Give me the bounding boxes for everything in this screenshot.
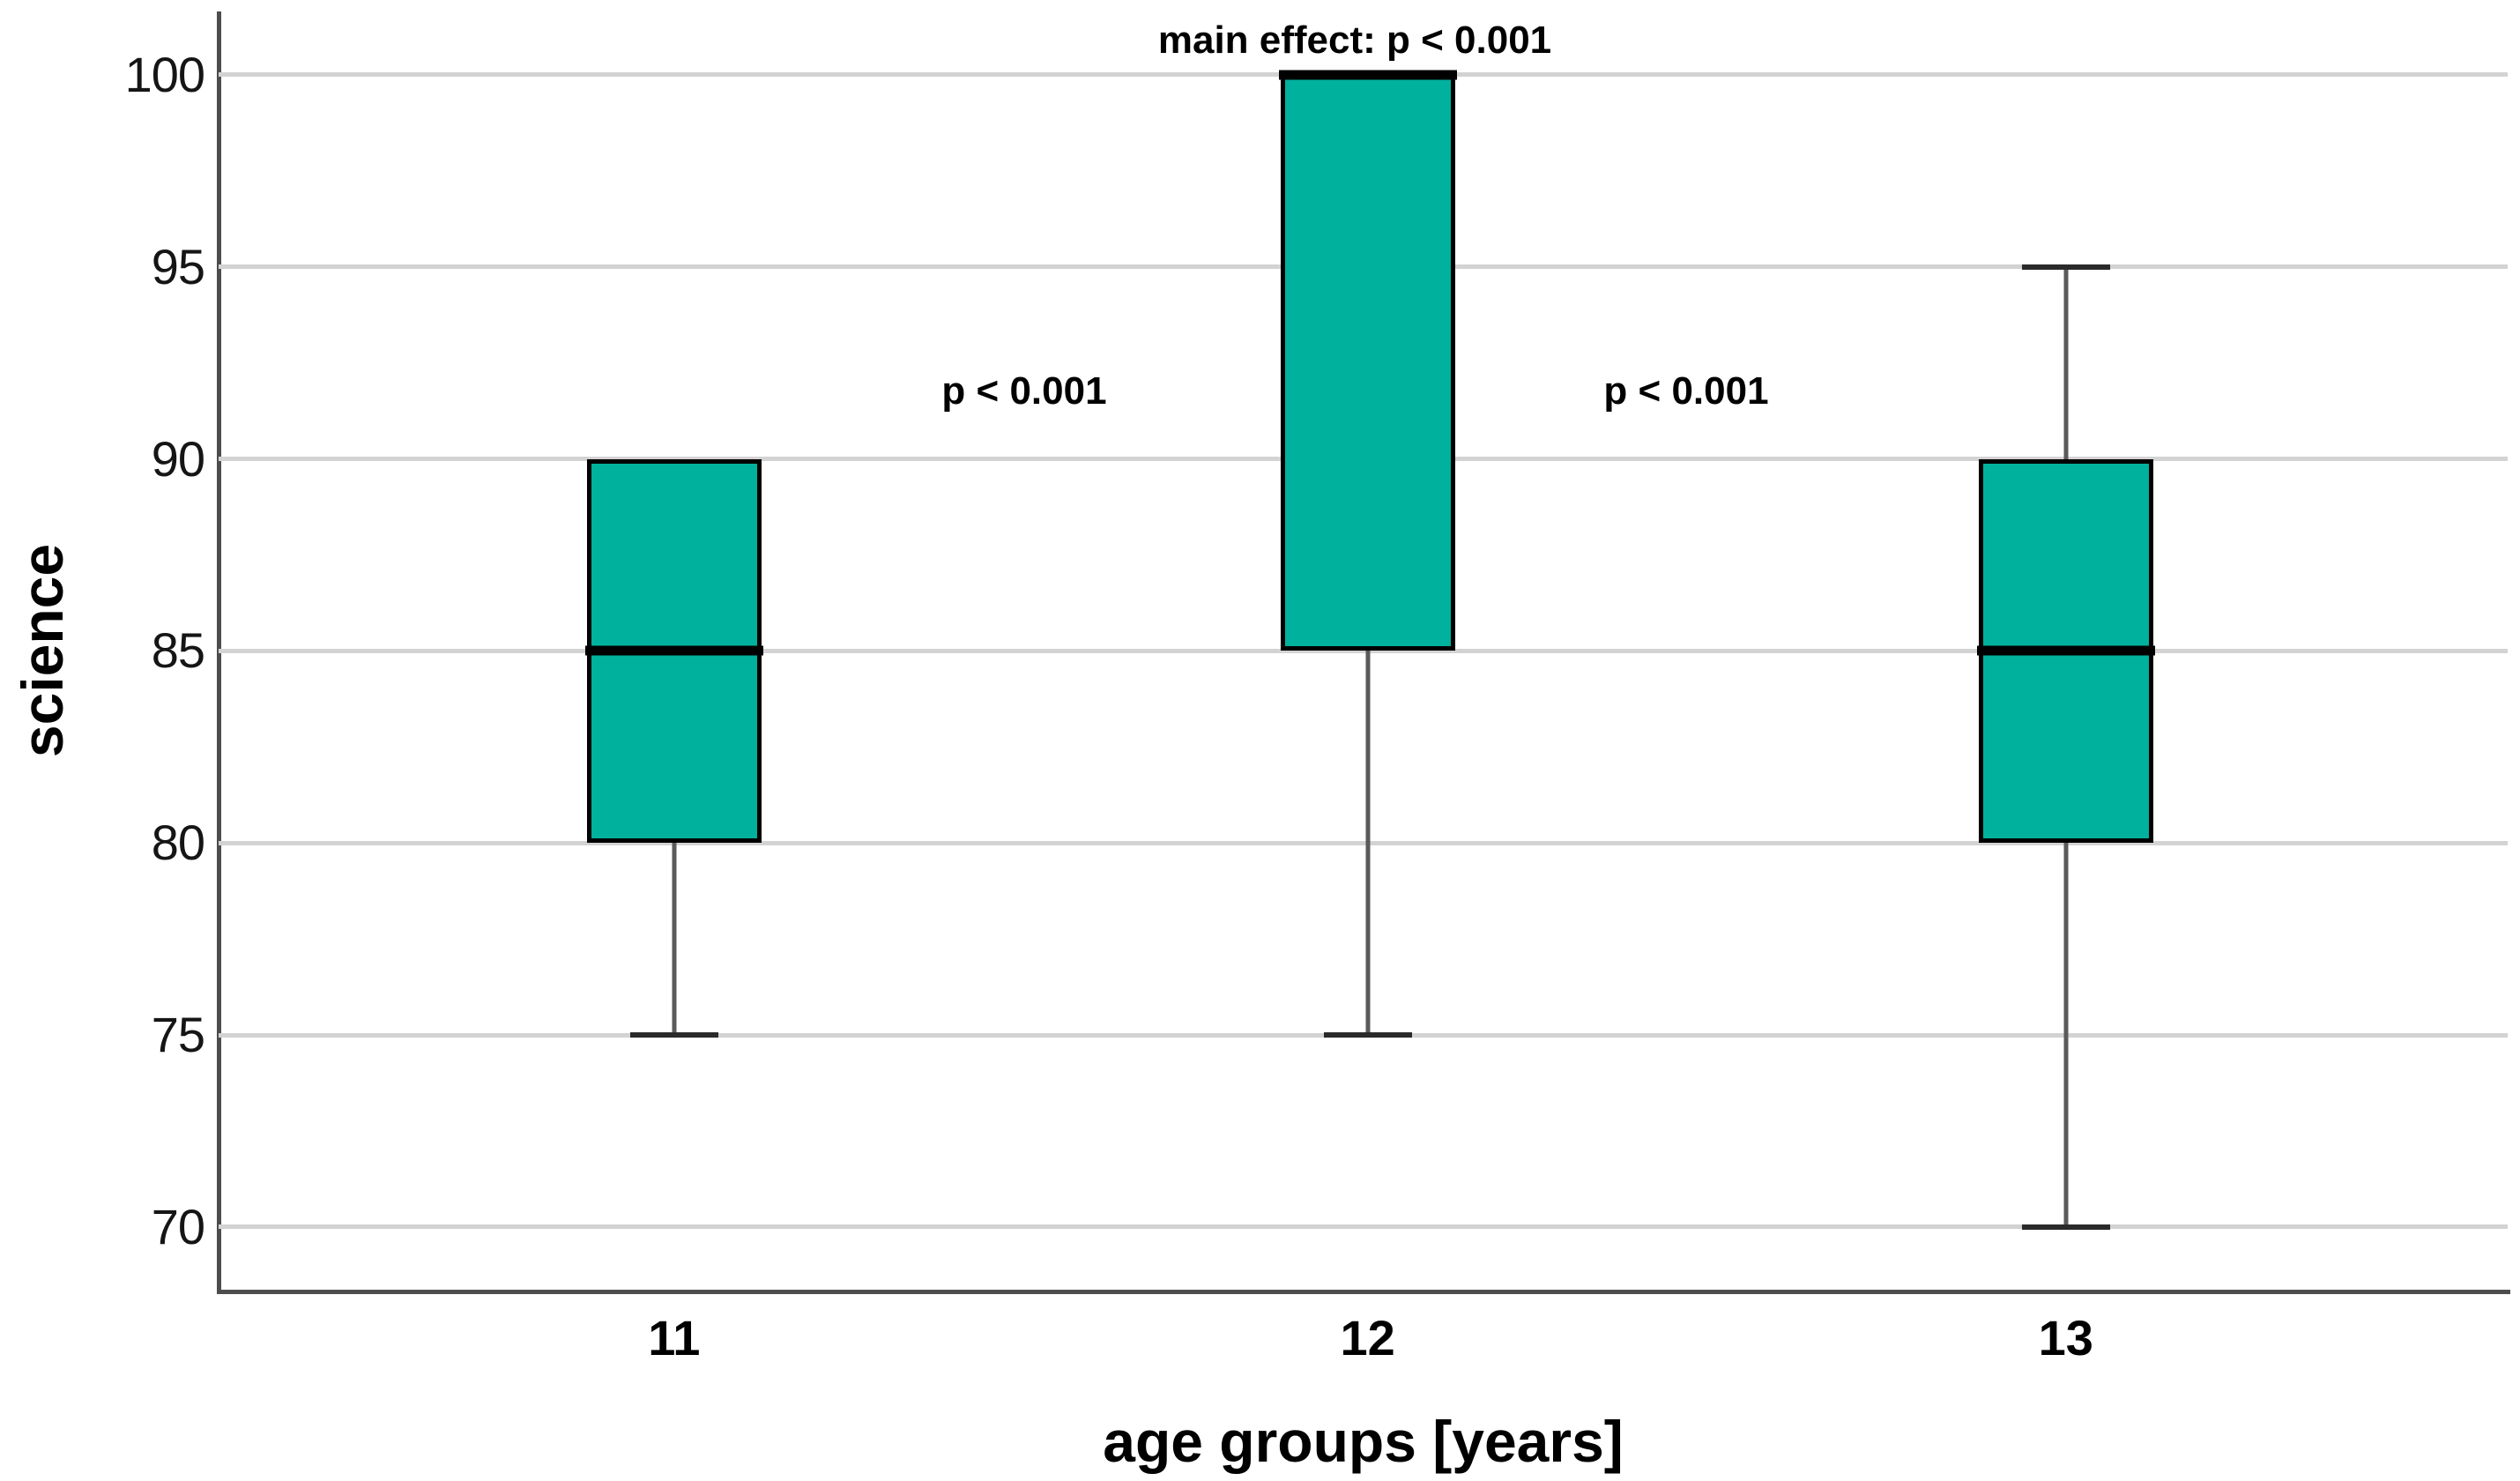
y-tick-label: 85 [151, 622, 205, 679]
x-tick-label: 11 [648, 1310, 701, 1366]
x-axis-line [217, 1290, 2510, 1294]
p-value-annotation: main effect: p < 0.001 [1157, 19, 1552, 62]
gridline [219, 840, 2508, 845]
x-axis-title: age groups [years] [1103, 1409, 1624, 1474]
gridline [219, 1224, 2508, 1230]
whisker-cap [2021, 264, 2110, 270]
whisker-cap [2021, 1224, 2110, 1230]
whisker-line [2063, 843, 2069, 1227]
y-tick-label: 75 [151, 1007, 205, 1062]
y-tick-label: 90 [151, 430, 205, 487]
y-tick-label: 70 [151, 1198, 205, 1254]
y-tick-label: 80 [151, 815, 205, 871]
y-tick-label: 100 [124, 46, 205, 102]
x-tick-label: 12 [1340, 1310, 1395, 1366]
whisker-line [2063, 266, 2069, 459]
p-value-annotation: p < 0.001 [1603, 369, 1769, 413]
whisker-line [672, 843, 677, 1035]
whisker-cap [1323, 1032, 1412, 1038]
median-line [1976, 645, 2155, 656]
gridline [219, 648, 2508, 653]
whisker-cap [629, 1032, 718, 1038]
whisker-line [1365, 651, 1371, 1035]
x-tick-label: 13 [2038, 1310, 2093, 1366]
median-line [584, 645, 763, 656]
y-tick-label: 95 [151, 238, 205, 294]
p-value-annotation: p < 0.001 [941, 369, 1107, 413]
box [1280, 74, 1455, 651]
median-line [1278, 70, 1457, 80]
